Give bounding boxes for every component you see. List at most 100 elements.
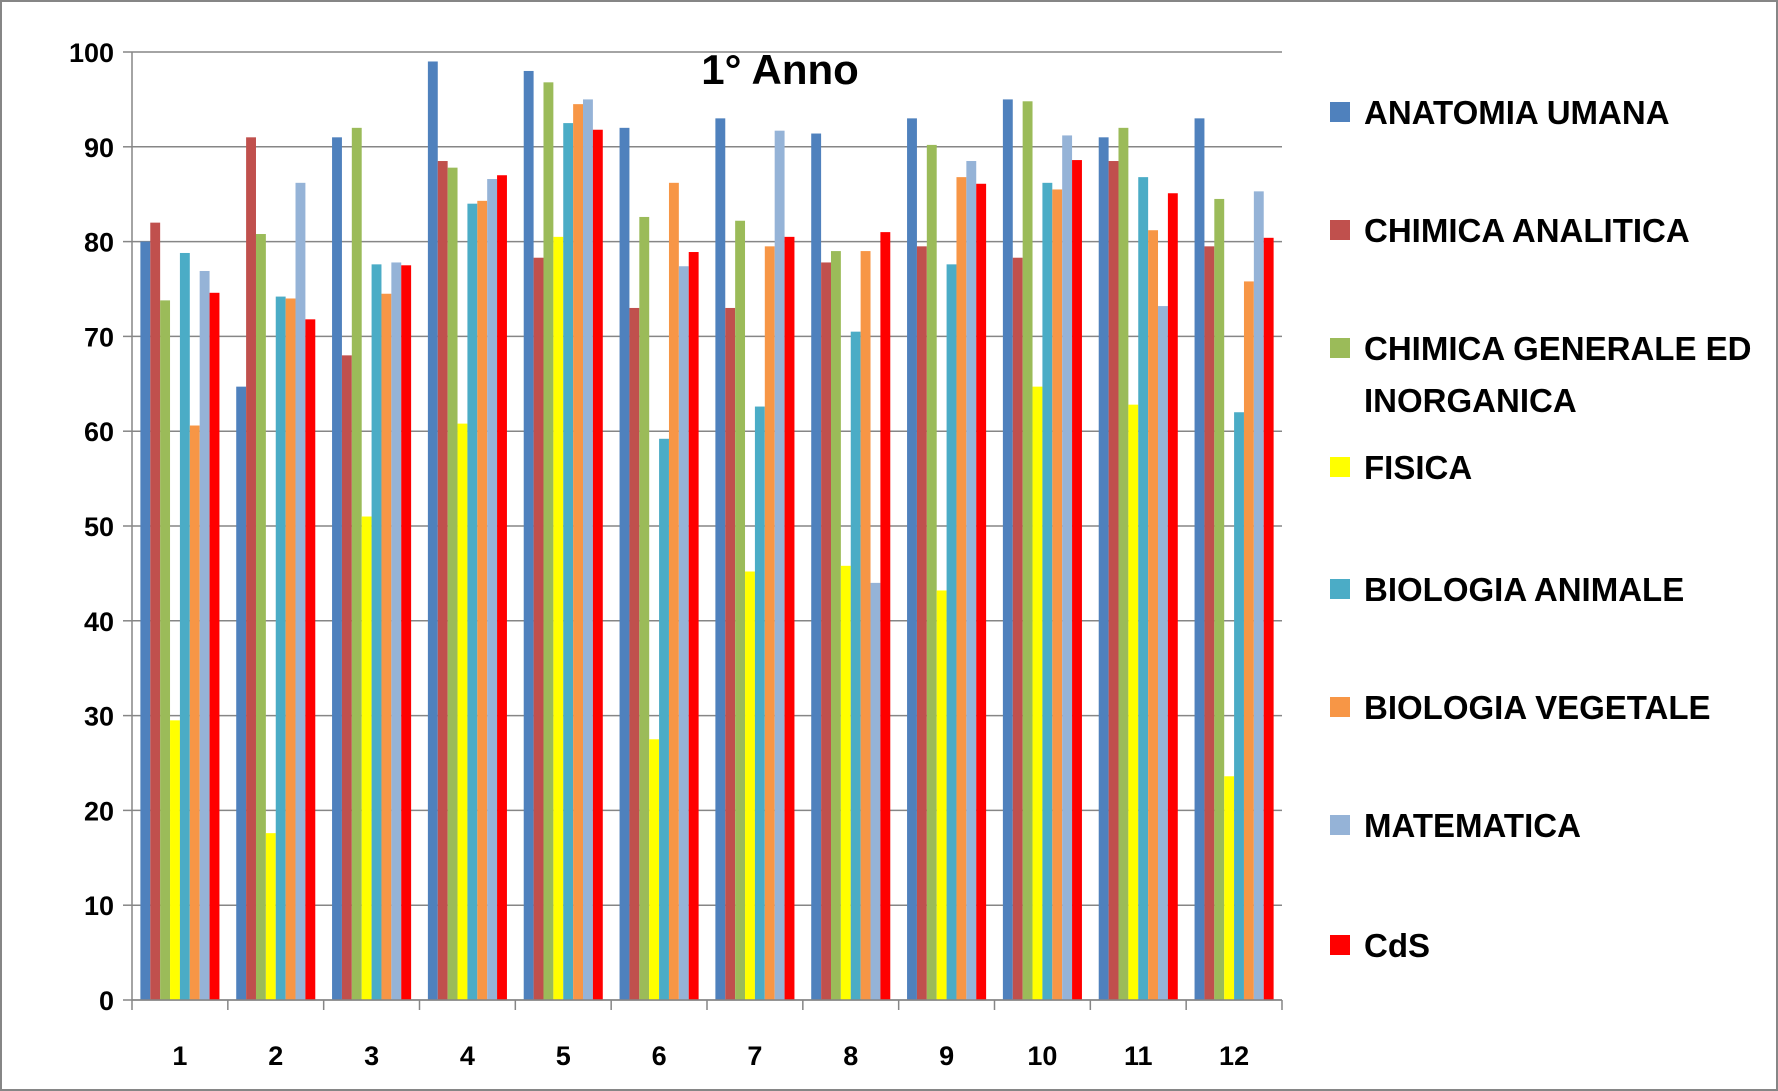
x-tick-label: 12	[1219, 1041, 1249, 1071]
bar-10-series-4	[1032, 386, 1043, 1000]
bar-9-series-6	[956, 177, 967, 1001]
bar-11-series-2	[1108, 161, 1119, 1000]
bar-3-series-5	[371, 264, 382, 1000]
bar-11-series-8	[1167, 193, 1178, 1000]
bar-6-series-3	[639, 216, 650, 1000]
x-tick-label: 1	[172, 1041, 187, 1071]
chart-title: 1° Anno	[701, 46, 859, 93]
bar-12-series-4	[1224, 776, 1235, 1000]
bar-2-series-4	[265, 833, 276, 1000]
legend-label-1: ANATOMIA UMANA	[1364, 94, 1670, 131]
legend-swatch-3	[1330, 338, 1350, 358]
bar-2-series-7	[295, 182, 306, 1001]
bar-8-series-8	[880, 232, 891, 1000]
bar-11-series-7	[1158, 306, 1168, 1001]
bar-8-series-1	[811, 133, 822, 1000]
bar-3-series-2	[341, 355, 352, 1000]
bar-10-series-2	[1012, 257, 1023, 1000]
bar-3-series-8	[401, 265, 412, 1000]
x-tick-label: 11	[1124, 1041, 1153, 1071]
x-tick-label: 10	[1027, 1041, 1057, 1071]
legend-swatch-6	[1330, 697, 1350, 717]
bar-8-series-4	[840, 565, 851, 1000]
bar-1-series-2	[150, 222, 161, 1000]
bar-3-series-1	[332, 137, 342, 1000]
bar-2-series-6	[285, 298, 296, 1001]
legend: ANATOMIA UMANA CHIMICA ANALITICA CHIMICA G…	[1330, 94, 1751, 964]
y-tick-label: 0	[99, 986, 114, 1016]
bar-4-series-3	[447, 167, 458, 1000]
legend-label-7: MATEMATICA	[1364, 807, 1581, 844]
bar-5-series-5	[563, 123, 574, 1001]
bar-4-series-1	[427, 61, 438, 1001]
bars	[140, 61, 1274, 1001]
bar-9-series-1	[907, 118, 917, 1001]
y-tick-label: 30	[84, 702, 114, 732]
legend-swatch-4	[1330, 457, 1350, 477]
legend-label-5: BIOLOGIA ANIMALE	[1364, 571, 1684, 608]
bar-5-series-6	[573, 104, 584, 1000]
bar-1-series-6	[189, 425, 200, 1001]
bar-12-series-3	[1214, 198, 1225, 1000]
bar-4-series-7	[487, 179, 498, 1001]
bar-9-series-2	[916, 246, 927, 1001]
y-tick-label: 90	[84, 133, 114, 163]
legend-swatch-2	[1330, 220, 1350, 240]
bar-4-series-2	[437, 161, 448, 1000]
bar-2-series-3	[255, 234, 266, 1001]
bar-10-series-6	[1052, 189, 1063, 1000]
legend-swatch-1	[1330, 102, 1350, 122]
bar-4-series-8	[497, 175, 507, 1001]
legend-label-8: CdS	[1364, 927, 1430, 964]
bar-7-series-5	[754, 406, 765, 1000]
bar-9-series-4	[936, 590, 947, 1000]
bar-2-series-1	[236, 386, 247, 1000]
y-tick-label: 50	[84, 512, 114, 542]
y-tick-label: 40	[84, 607, 114, 637]
bar-1-series-1	[140, 241, 151, 1001]
bar-2-series-8	[305, 319, 316, 1000]
bar-4-series-6	[477, 200, 488, 1000]
bar-5-series-8	[592, 129, 603, 1001]
bar-6-series-2	[629, 307, 640, 1001]
bar-8-series-6	[860, 251, 871, 1000]
x-tick-label: 7	[747, 1041, 762, 1071]
x-tick-label: 5	[556, 1041, 571, 1071]
bar-9-series-7	[966, 161, 977, 1000]
bar-11-series-3	[1118, 127, 1129, 1001]
bar-4-series-4	[457, 423, 468, 1001]
bar-7-series-3	[735, 220, 746, 1000]
y-tick-label: 100	[69, 38, 114, 68]
bar-4-series-5	[467, 203, 478, 1000]
legend-label-6: BIOLOGIA VEGETALE	[1364, 689, 1711, 726]
x-tick-label: 8	[843, 1041, 858, 1071]
y-tick-label: 70	[84, 322, 114, 352]
bar-6-series-8	[688, 252, 699, 1000]
bar-7-series-7	[774, 130, 785, 1000]
bar-5-series-7	[583, 99, 593, 1000]
bar-12-series-2	[1204, 246, 1215, 1001]
bar-11-series-6	[1148, 230, 1159, 1000]
legend-swatch-5	[1330, 579, 1350, 599]
bar-8-series-5	[850, 331, 861, 1000]
bar-10-series-8	[1072, 160, 1082, 1000]
bar-10-series-7	[1062, 135, 1073, 1000]
bar-10-series-5	[1042, 182, 1053, 1001]
x-tick-label: 9	[939, 1041, 954, 1071]
bar-6-series-4	[649, 739, 660, 1000]
bar-6-series-7	[678, 266, 689, 1000]
bar-5-series-4	[553, 236, 564, 1001]
bar-12-series-7	[1253, 191, 1264, 1000]
bar-12-series-6	[1243, 281, 1254, 1000]
y-tick-label: 10	[84, 891, 114, 921]
bar-12-series-1	[1194, 118, 1205, 1001]
bar-1-series-3	[160, 300, 171, 1001]
bar-12-series-8	[1263, 237, 1274, 1001]
bar-6-series-6	[668, 182, 679, 1001]
bar-11-series-5	[1138, 177, 1149, 1001]
bar-6-series-1	[619, 127, 630, 1001]
x-tick-label: 6	[652, 1041, 667, 1071]
legend-swatch-7	[1330, 815, 1350, 835]
